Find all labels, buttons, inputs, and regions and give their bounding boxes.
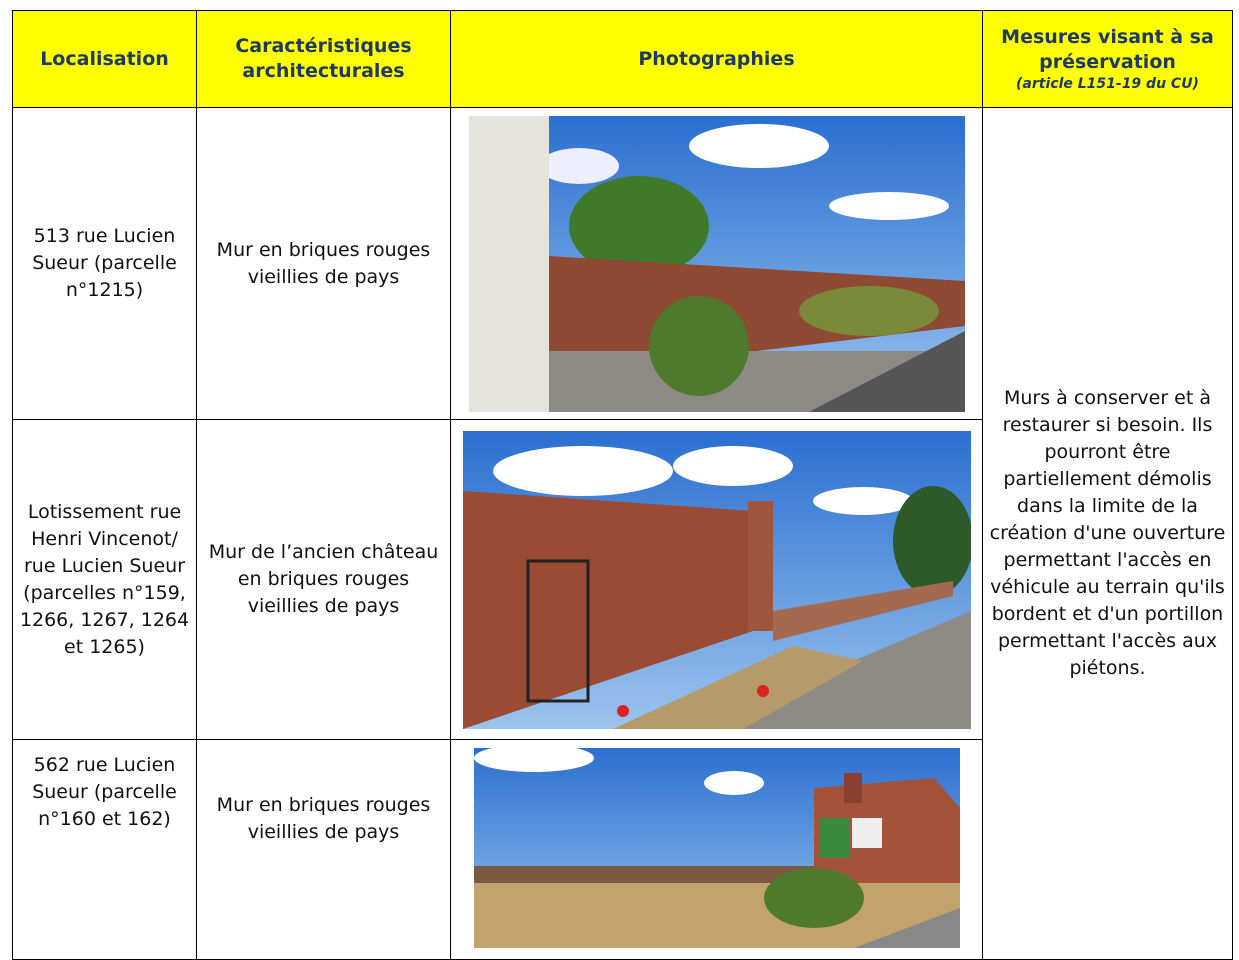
photo (468, 115, 965, 412)
photo (462, 430, 971, 729)
photo-cell (450, 739, 983, 960)
photo-cell (450, 419, 983, 740)
photo (473, 748, 960, 948)
header-row: Localisation Caractéristiques architectu… (12, 10, 1233, 108)
header-cell: Photographies (450, 10, 983, 108)
header-cell: Localisation (12, 10, 197, 108)
row: 562 rue Lucien Sueur (parcelle n°160 et … (12, 739, 1233, 960)
location: 513 rue Lucien Sueur (parcelle n°1215) (12, 107, 197, 420)
row: Lotissement rue Henri Vincenot/ rue Luci… (12, 419, 1233, 740)
location: 562 rue Lucien Sueur (parcelle n°160 et … (12, 739, 197, 960)
characteristics: Mur en briques rouges vieillies de pays (196, 739, 451, 960)
header-title: Mesures visant à sa préservation (1001, 26, 1214, 73)
header-cell: Mesures visant à sa préservation (article… (982, 10, 1233, 108)
measures: Murs à conserver et à restaurer si besoi… (982, 107, 1233, 960)
photo-cell (450, 107, 983, 420)
header-note: (article L151-19 du CU) (1016, 76, 1199, 92)
characteristics: Mur en briques rouges vieillies de pays (196, 107, 451, 420)
row: 513 rue Lucien Sueur (parcelle n°1215) M… (12, 107, 1233, 960)
heritage-table: Localisation Caractéristiques architectu… (12, 10, 1233, 960)
location: Lotissement rue Henri Vincenot/ rue Luci… (12, 419, 197, 740)
characteristics: Mur de l’ancien château en briques rouge… (196, 419, 451, 740)
header-cell: Caractéristiques architecturales (196, 10, 451, 108)
